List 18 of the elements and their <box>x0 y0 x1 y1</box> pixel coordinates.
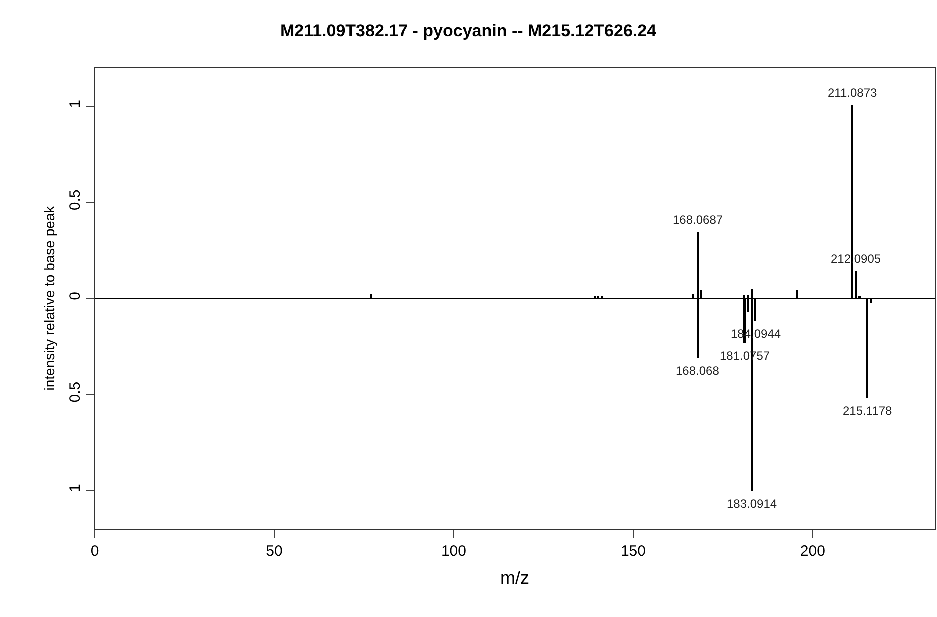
y-tick-label: 1 <box>67 484 84 492</box>
annotation: 211.0873 <box>828 86 878 100</box>
x-tick-label: 200 <box>800 543 826 560</box>
x-tick-label: 0 <box>90 543 100 560</box>
chart-title: M211.09T382.17 - pyocyanin -- M215.12T626.24 <box>280 22 658 41</box>
x-tick-label: 150 <box>620 543 646 560</box>
y-tick-label: 0.5 <box>67 190 84 211</box>
x-tick-label: 50 <box>266 543 283 560</box>
x-axis-title: m/z <box>500 568 530 588</box>
annotation: 215.1178 <box>843 404 892 418</box>
y-axis-title: intensity relative to base peak <box>42 205 58 391</box>
y-tick-label: 0.5 <box>67 382 84 403</box>
annotation: 168.0687 <box>673 213 724 227</box>
annotation: 183.0914 <box>727 497 778 511</box>
y-tick-label: 0 <box>67 292 84 300</box>
annotation: 168.068 <box>676 364 720 378</box>
x-tick-label: 100 <box>441 543 466 560</box>
y-tick-label: 1 <box>67 100 84 108</box>
